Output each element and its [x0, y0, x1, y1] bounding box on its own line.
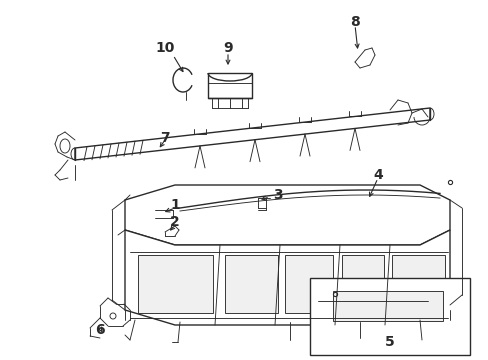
- Text: 6: 6: [95, 323, 104, 337]
- Text: 9: 9: [223, 41, 232, 55]
- Text: 4: 4: [372, 168, 382, 182]
- Text: 3: 3: [273, 188, 282, 202]
- Bar: [391, 255, 444, 313]
- Bar: [138, 255, 213, 313]
- Bar: [224, 255, 278, 313]
- Polygon shape: [207, 73, 251, 98]
- Polygon shape: [332, 291, 442, 321]
- Text: 7: 7: [160, 131, 169, 145]
- Bar: [285, 255, 332, 313]
- Polygon shape: [125, 230, 449, 325]
- Text: 5: 5: [385, 335, 394, 349]
- Text: 2: 2: [170, 215, 180, 229]
- Text: 1: 1: [170, 198, 180, 212]
- Bar: [309, 278, 469, 355]
- Text: 8: 8: [349, 15, 359, 29]
- Text: 10: 10: [155, 41, 174, 55]
- Polygon shape: [75, 108, 429, 160]
- Bar: [341, 255, 383, 313]
- Polygon shape: [125, 185, 449, 245]
